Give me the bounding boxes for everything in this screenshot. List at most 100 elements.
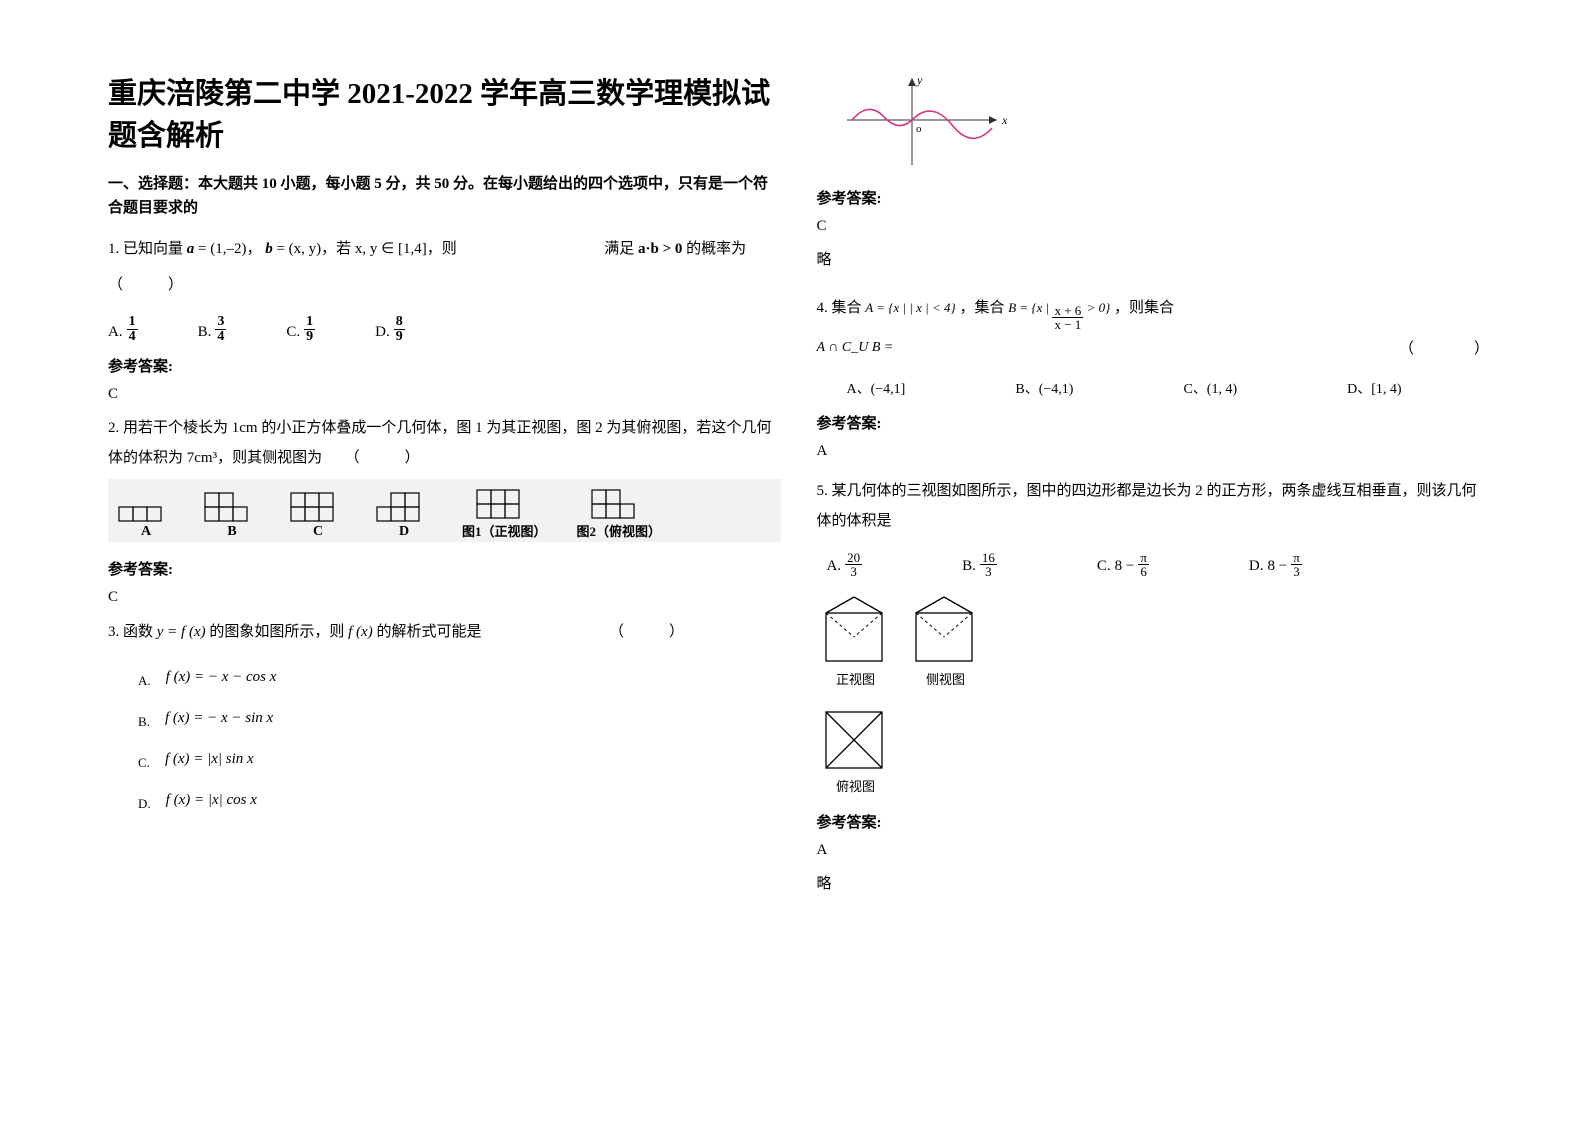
q4-line2: A ∩ C_U B =: [817, 334, 894, 364]
q2-fig-c: C: [290, 490, 346, 540]
q2-shape-a: [118, 502, 174, 524]
q4-ans: A: [817, 443, 1490, 460]
q4-options: A、(−4,1] B、(−4,1) C、(1, 4) D、[1, 4): [847, 378, 1490, 398]
q1-opt-d-label: D.: [375, 324, 390, 341]
q2-fig-b: B: [204, 490, 260, 540]
q5-top-view: 俯视图: [821, 708, 891, 795]
q2-fig1-label: 图1（正视图）: [462, 521, 547, 540]
q2-fig2-label: 图2（俯视图）: [577, 521, 662, 540]
q2-label-c: C: [313, 524, 323, 540]
q1-a-vec: a: [187, 241, 195, 257]
q3-options: A. f (x) = − x − cos x B. f (x) = − x − …: [138, 665, 781, 809]
q1-paren: （ ）: [108, 270, 781, 300]
q4-B-frac: x + 6x − 1: [1052, 304, 1083, 331]
q5-side-view: 侧视图: [911, 593, 981, 688]
q1-ans-label: 参考答案:: [108, 355, 781, 376]
section-heading: 一、选择题：本大题共 10 小题，每小题 5 分，共 50 分。在每小题给出的四…: [108, 172, 781, 220]
q2-ans-label: 参考答案:: [108, 558, 781, 579]
q1-pre: 1. 已知向量: [108, 241, 187, 257]
svg-text:y: y: [916, 73, 923, 87]
q1-ans: C: [108, 386, 781, 403]
q1-cond: a·b > 0: [638, 241, 682, 257]
q1-options: A. 14 B. 34 C. 19 D. 89: [108, 312, 781, 341]
q2-fig2: 图2（俯视图）: [577, 487, 662, 540]
q5-side-svg: [910, 593, 982, 665]
q3-pre: 3. 函数: [108, 624, 157, 640]
q3-eq2: f (x): [348, 624, 373, 640]
q4-opt-b: B、(−4,1): [1015, 378, 1073, 398]
q5-ans-label: 参考答案:: [817, 811, 1490, 832]
q3-ans: C: [817, 218, 1490, 235]
q3-eq: y = f (x): [157, 624, 206, 640]
q4-mid: ，集合: [959, 300, 1008, 316]
q1-opt-b-label: B.: [198, 324, 212, 341]
q2-ans: C: [108, 589, 781, 606]
q3-omitted: 略: [817, 245, 1490, 275]
q5-opt-a-frac: 203: [845, 551, 862, 578]
q2-shape-fig1: [476, 487, 532, 521]
q5-top-svg: [820, 708, 892, 772]
q2-label-a: A: [141, 524, 151, 540]
q1-opt-a-label: A.: [108, 324, 123, 341]
q1-opt-d: D. 89: [375, 312, 405, 341]
q1-opt-a: A. 14: [108, 312, 138, 341]
q3-opt-a: A. f (x) = − x − cos x: [138, 665, 781, 686]
q1-b-vec: b: [265, 241, 273, 257]
svg-text:x: x: [1001, 113, 1008, 127]
q1-tail: 满足: [604, 241, 638, 257]
right-column: x y o 参考答案: C 略 4. 集合 A = {x | | x | < 4…: [799, 70, 1508, 1082]
q5-top-label: 俯视图: [836, 776, 875, 795]
q5-views-row1: 正视图 侧视图: [821, 593, 1490, 688]
svg-text:o: o: [916, 123, 922, 135]
q5-opt-c-frac: π6: [1138, 551, 1149, 578]
q1-opt-c-label: C.: [286, 324, 300, 341]
q3-opt-c: C. f (x) = |x| sin x: [138, 747, 781, 768]
q1-opt-c-frac: 19: [304, 315, 315, 344]
q4-pre: 4. 集合: [817, 300, 866, 316]
q5-omitted: 略: [817, 869, 1490, 899]
q3-text: 3. 函数 y = f (x) 的图象如图所示，则 f (x) 的解析式可能是 …: [108, 616, 781, 649]
q3-ans-label: 参考答案:: [817, 187, 1490, 208]
q2-shape-b: [204, 490, 260, 524]
q4-ans-label: 参考答案:: [817, 412, 1490, 433]
q1-tail2: 的概率为: [686, 241, 746, 257]
q3-graph: x y o: [837, 70, 1017, 170]
q2-shape-c: [290, 490, 346, 524]
q5-opt-a: A. 203: [827, 548, 863, 575]
q2-label-d: D: [399, 524, 409, 540]
q4-paren: （ ）: [1399, 334, 1489, 364]
q1-opt-d-frac: 89: [394, 315, 405, 344]
q2-shape-fig2: [591, 487, 647, 521]
q1-opt-b-frac: 34: [215, 315, 226, 344]
q3-opt-b: B. f (x) = − x − sin x: [138, 706, 781, 727]
q5-front-svg: [820, 593, 892, 665]
q5-text: 5. 某几何体的三视图如图所示，图中的四边形都是边长为 2 的正方形，两条虚线互…: [817, 476, 1490, 536]
q4-line2-row: A ∩ C_U B = （ ）: [817, 334, 1490, 364]
q1-eq-a: = (1,‒2)，: [198, 241, 261, 257]
q5-opt-d: D. 8 − π3: [1249, 548, 1302, 575]
q5-side-label: 侧视图: [926, 669, 965, 688]
q5-front-label: 正视图: [836, 669, 875, 688]
q2-label-b: B: [227, 524, 236, 540]
q5-views-row2: 俯视图: [821, 708, 1490, 795]
q5-ans: A: [817, 842, 1490, 859]
q4-A: A = {x | | x | < 4}: [865, 300, 955, 315]
q3-opt-d: D. f (x) = |x| cos x: [138, 788, 781, 809]
q4-B-post: > 0}: [1083, 300, 1110, 315]
q3-post: 的解析式可能是 （ ）: [376, 624, 684, 640]
q2-text: 2. 用若干个棱长为 1cm 的小正方体叠成一个几何体，图 1 为其正视图，图 …: [108, 413, 781, 473]
q4-text: 4. 集合 A = {x | | x | < 4} ，集合 B = {x | x…: [817, 293, 1490, 328]
q5-opt-d-frac: π3: [1291, 551, 1302, 578]
doc-title: 重庆涪陵第二中学 2021-2022 学年高三数学理模拟试题含解析: [108, 70, 781, 154]
q5-options: A. 203 B. 163 C. 8 − π6 D. 8 − π3: [827, 548, 1490, 575]
q1-opt-a-frac: 14: [127, 315, 138, 344]
q4-B-pre: B = {x |: [1008, 300, 1052, 315]
q2-fig-a: A: [118, 502, 174, 540]
q5-opt-c: C. 8 − π6: [1097, 548, 1149, 575]
q1-text: 1. 已知向量 a = (1,‒2)， b = (x, y)，若 x, y ∈ …: [108, 234, 781, 264]
q3-mid: 的图象如图所示，则: [209, 624, 348, 640]
q5-opt-b: B. 163: [962, 548, 997, 575]
q4-opt-d: D、[1, 4): [1347, 378, 1401, 398]
q3-graph-wrap: x y o: [837, 70, 1490, 175]
q1-eq-b: = (x, y)，若 x, y ∈ [1,4]，则: [276, 241, 456, 257]
